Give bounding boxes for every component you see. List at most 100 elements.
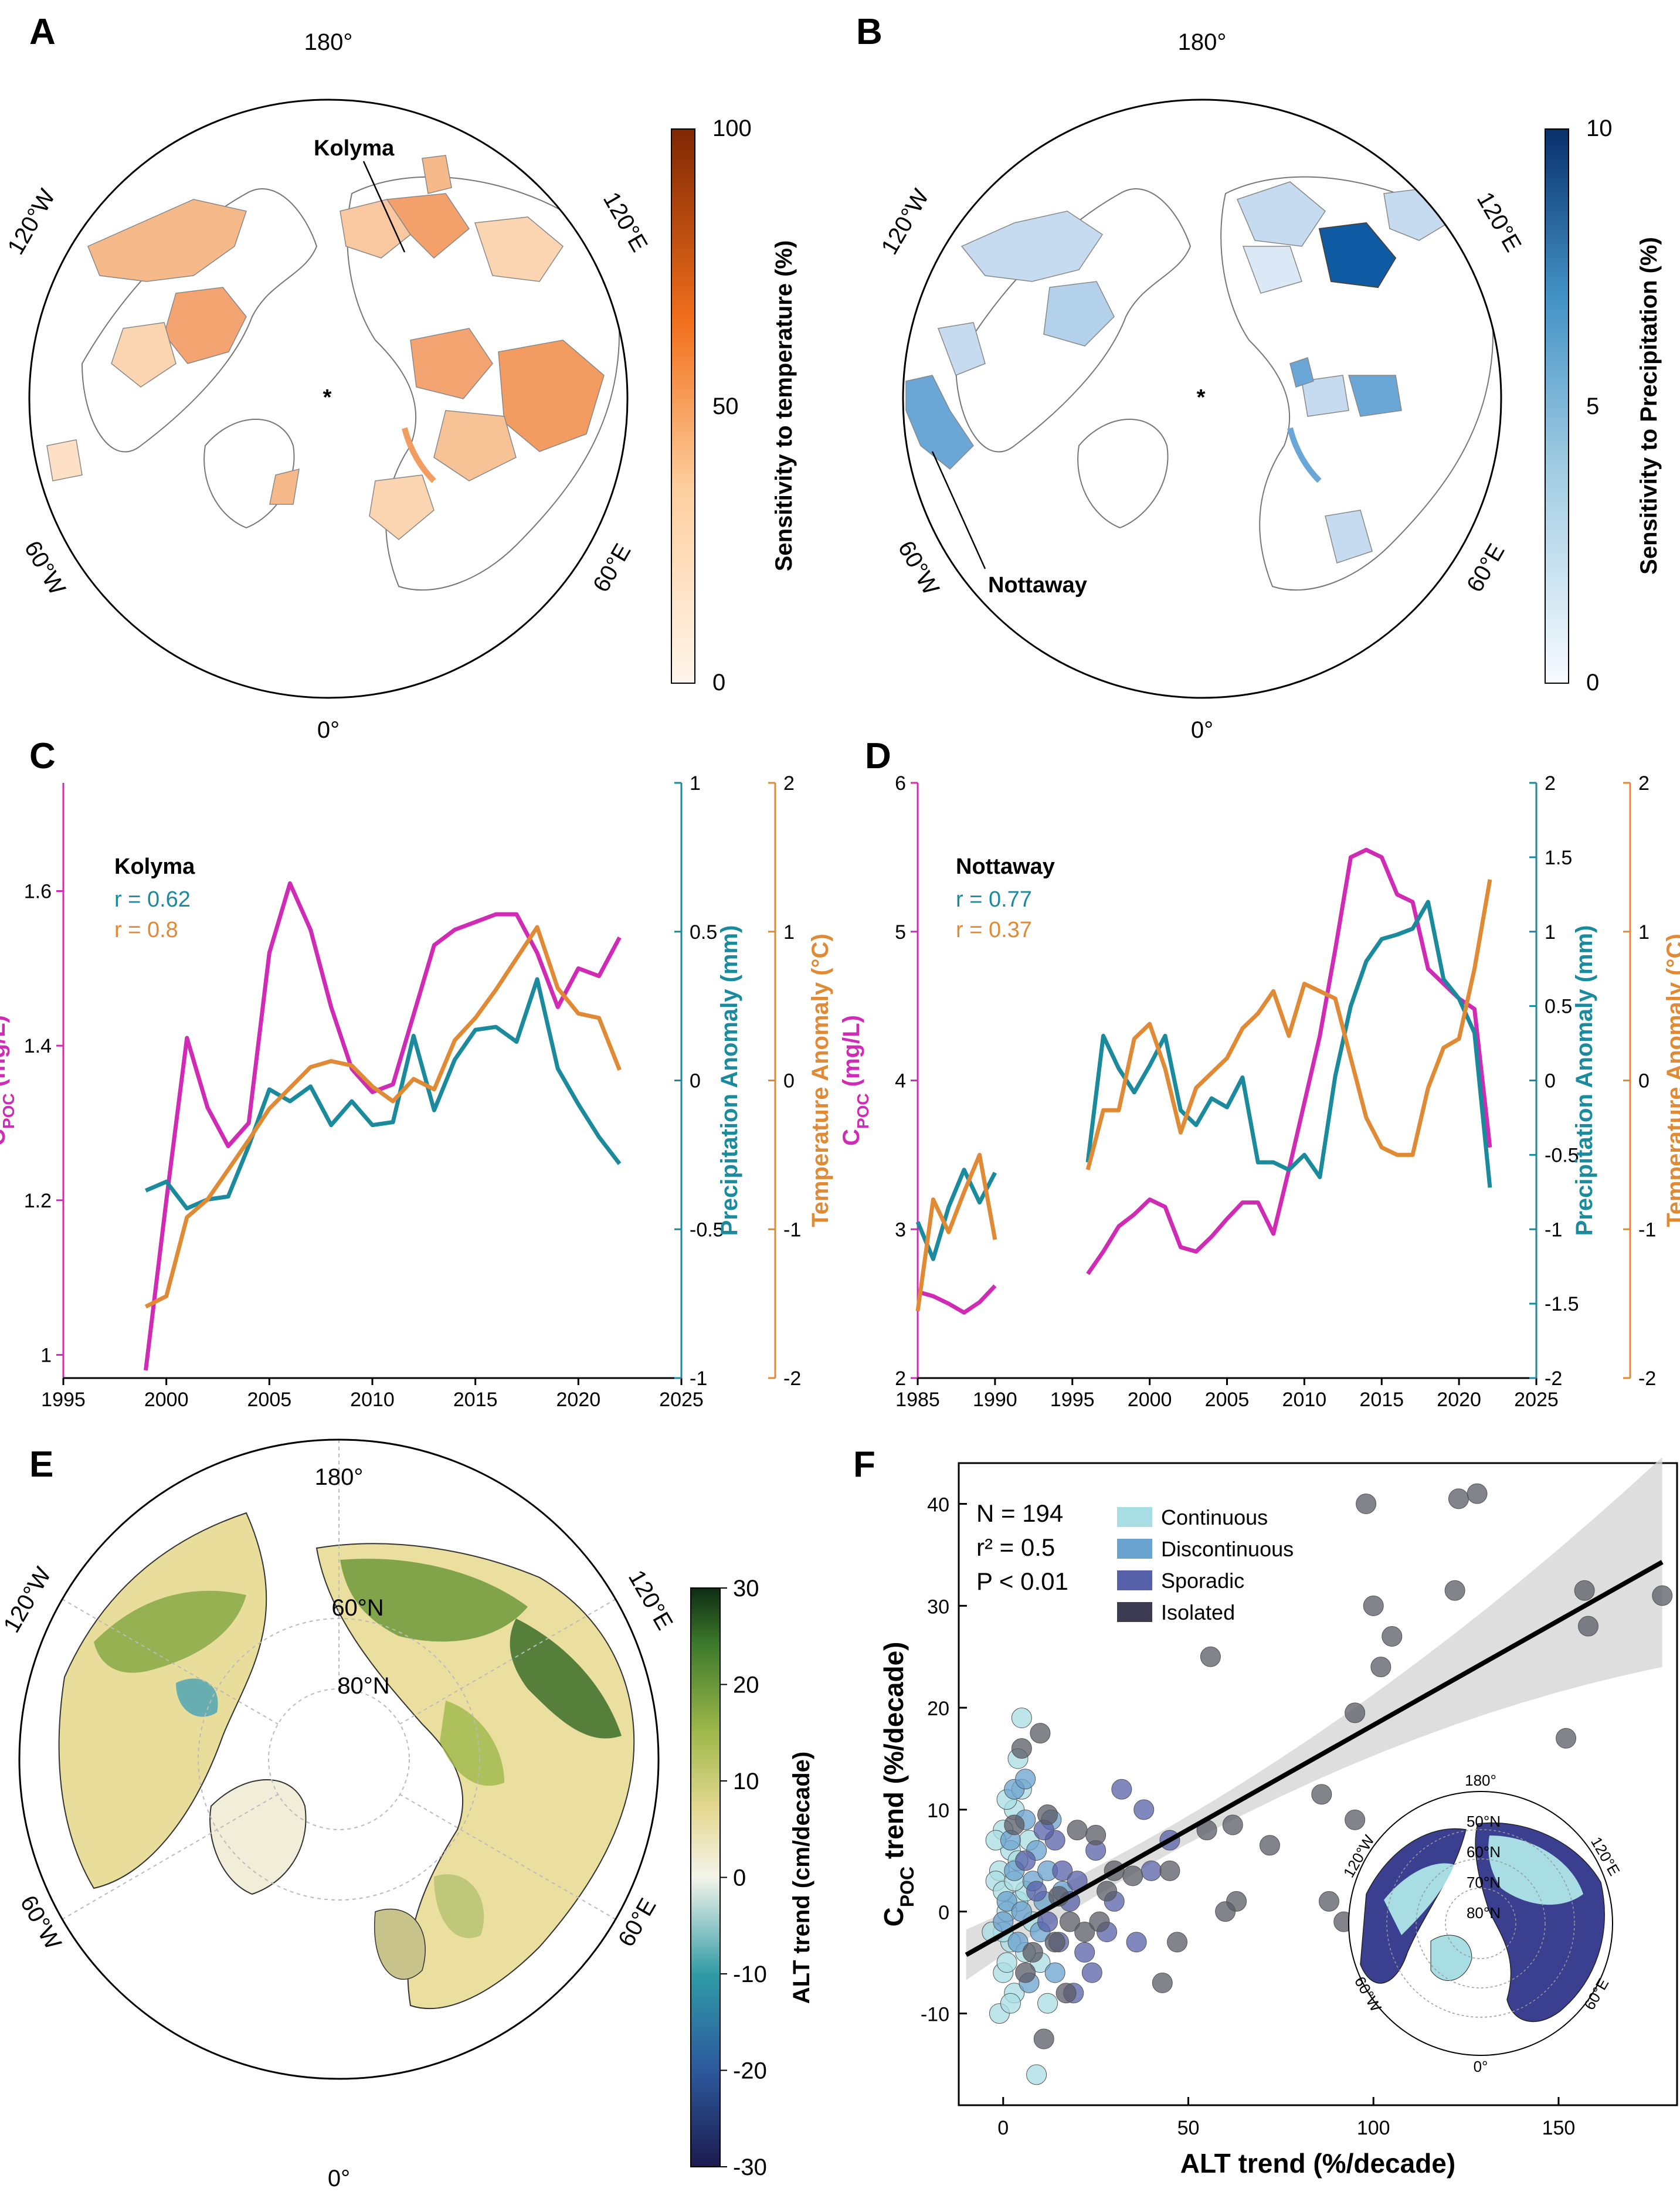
f-point-isolated [1370,1657,1391,1678]
c-temp-axis-label: Temperature Anomaly (°C) [807,934,833,1227]
d-series-temperature [1085,879,1492,1170]
f-inset-lat-label: 60°N [1467,1843,1501,1861]
f-point-continuous [996,1952,1017,1973]
f-point-isolated [1259,1835,1280,1856]
f-point-isolated [1577,1616,1598,1637]
c-x-tick-label: 2025 [659,1389,704,1411]
c-precip-tick-label: 1 [690,772,701,795]
panel-b-map [903,100,1501,698]
f-point-sporadic [1026,1881,1047,1902]
f-fit-line [965,1560,1664,1957]
panel-a-label: A [29,12,56,52]
f-point-isolated [1311,1784,1332,1805]
c-temp-tick-label: 2 [783,772,795,795]
f-point-isolated [1097,1881,1118,1902]
f-y-tick-label: 10 [927,1800,949,1822]
f-point-sporadic [1052,1860,1073,1881]
f-x-tick-label: 50 [1177,2117,1200,2139]
d-x-tick-label: 2015 [1359,1389,1404,1411]
panel-a: A [3,12,797,743]
panel-e-lon-upper-right: 120°E [623,1566,678,1634]
f-point-isolated [1122,1865,1143,1886]
d-series-precipitation [1085,900,1492,1188]
panel-e: E 180° 0° 120°W 120°E 60°W 60°E [0,1438,814,2191]
panel-b-colorbar-tick-0: 10 [1586,116,1613,141]
panel-a-map [29,100,627,698]
f-point-discontinuous [1044,1962,1065,1983]
d-precip-tick-label: -2 [1545,1368,1562,1390]
panel-a-colorbar-tick-2: 0 [712,670,725,695]
panel-b-regions [905,181,1449,564]
c-x-tick-label: 2005 [247,1389,292,1411]
f-point-isolated [1215,1901,1236,1922]
c-x-tick-label: 2015 [453,1389,498,1411]
panel-a-map-border [28,99,629,699]
f-inset-lat-circle [1416,1858,1546,1989]
panel-e-lat-60: 60°N [331,1595,383,1621]
panel-e-colorbar-ticks: 30 20 10 0 -10 -20 -30 [720,1576,767,2180]
c-legend-title: Kolyma [114,854,195,879]
d-precip-tick-label: -1 [1545,1219,1562,1241]
f-inset-region-na-cont [1384,1863,1454,1935]
panel-a-lon-upper-left: 120°W [3,185,60,259]
d-x-tick-label: 2005 [1205,1389,1250,1411]
d-x-tick-label: 2020 [1437,1389,1481,1411]
f-x-axis-label: ALT trend (%/decade) [1180,2148,1455,2179]
c-x-tick-label: 1995 [41,1389,86,1411]
f-inset-region-greenland [1430,1935,1472,1981]
f-point-isolated [1011,1738,1032,1759]
f-inset-lat-label: 70°N [1467,1874,1501,1891]
panel-e-lat-80: 80°N [337,1673,389,1699]
panel-b-lon-upper-left: 120°W [877,185,934,259]
panel-f-label: F [853,1444,875,1485]
f-point-sporadic [1141,1860,1162,1881]
panel-e-lon-top: 180° [315,1464,364,1490]
f-inset-lat-circle [1386,1829,1575,2018]
f-point-isolated [1345,1702,1366,1723]
e-colorbar-tick-label: -20 [733,2058,767,2084]
panel-b-pole-marker: * [1197,385,1206,410]
panel-f: F 0 50 100 150 -10 0 10 20 30 40 ALT trend (%/deca… [853,1444,1678,2179]
f-point-isolated [1067,1820,1088,1841]
f-inset-region-eu-cont [1488,1835,1583,1905]
f-point-isolated [1448,1488,1469,1509]
f-point-isolated [1044,1932,1065,1953]
f-y-tick-label: 30 [927,1596,949,1618]
f-inset-land [1360,1822,1605,2023]
d-cpoc-tick-label: 5 [895,921,906,944]
e-colorbar-tick-label: 0 [733,1865,746,1891]
c-legend-r-temp: r = 0.8 [114,918,178,942]
f-point-continuous [1011,1708,1032,1729]
f-point-isolated [1089,1911,1110,1932]
panel-a-lon-lower-right: 60°E [588,539,636,596]
panel-b-lon-bottom: 0° [1191,717,1213,743]
panel-b-label: B [856,12,883,52]
d-cpoc-axis-label: CPOC (mg/L) [839,1015,872,1146]
c-precip-tick-label: -1 [690,1368,707,1390]
f-point-isolated [1382,1626,1403,1647]
f-legend-swatch [1117,1539,1152,1559]
c-series-cpoc [144,881,622,1371]
f-point-isolated [1085,1824,1107,1845]
f-legend-label: Continuous [1161,1505,1268,1529]
f-point-sporadic [1074,1942,1095,1963]
f-point-isolated [1574,1580,1595,1601]
panel-b-colorbar [1545,128,1569,684]
d-precip-axis-label: Precipitation Anomaly (mm) [1572,925,1597,1236]
d-temp-tick-label: 2 [1638,772,1650,795]
panel-b-colorbar-label: Sensitivity to Precipitation (%) [1636,237,1662,575]
c-legend-r-precip: r = 0.62 [114,887,191,912]
f-point-isolated [1030,1723,1051,1744]
d-series-precipitation [915,1168,997,1261]
f-point-isolated [1444,1580,1465,1601]
e-colorbar-tick-label: 30 [733,1576,759,1601]
panel-c-label: C [29,736,56,776]
panel-b-lon-top: 180° [1178,29,1227,55]
f-point-sporadic [1081,1962,1102,1983]
panel-a-colorbar-label: Sensitivity to temperature (%) [771,240,797,572]
c-series-precipitation [145,977,622,1211]
f-point-isolated [1015,1962,1036,1983]
